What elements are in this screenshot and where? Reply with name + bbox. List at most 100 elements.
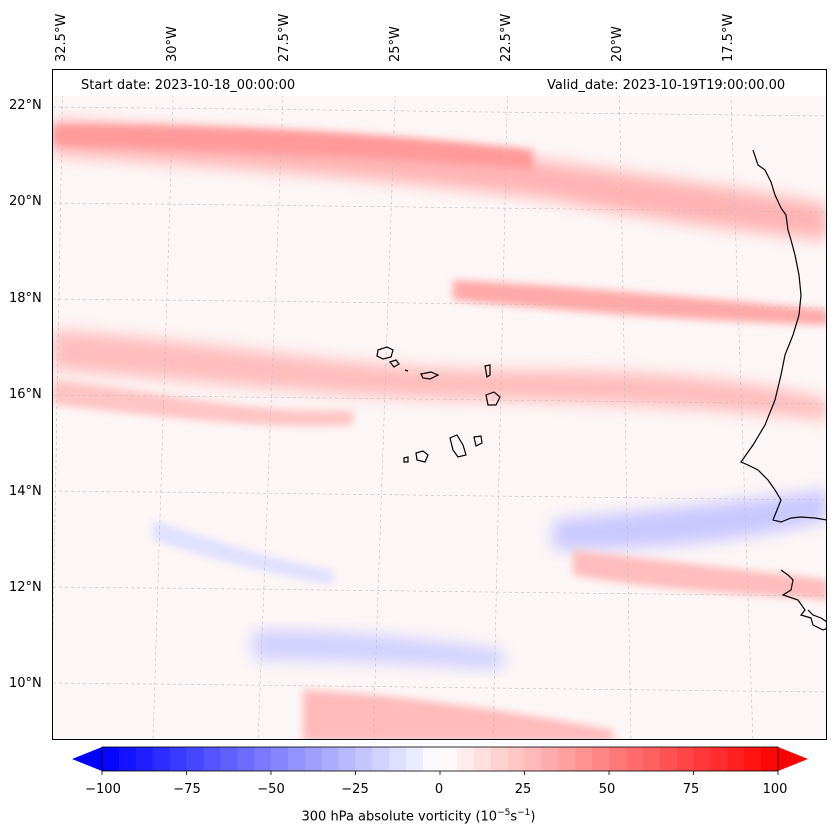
colorbar-segment	[338, 747, 356, 771]
island-santo-antao	[376, 346, 394, 360]
colorbar-max-arrow	[778, 747, 808, 771]
gridline-lat-12	[53, 586, 826, 597]
colorbar-segment	[456, 747, 475, 771]
gridline-lon-20	[618, 70, 632, 739]
colorbar-segment	[220, 747, 238, 771]
colorbar-tick-label: 0	[434, 782, 444, 797]
map-panel	[52, 69, 827, 740]
gridline-lat-22	[53, 106, 826, 117]
colorbar-segment	[676, 747, 694, 771]
colorbar-label-exp: −1	[517, 808, 531, 818]
colorbar-segment	[625, 747, 644, 771]
island-sal	[484, 364, 491, 379]
lon-label: 32.5°W	[54, 13, 69, 62]
start-date-label: Start date: 2023-10-18_00:00:00	[79, 78, 298, 93]
gridline-lat-16	[53, 394, 826, 405]
coastline-islands	[807, 609, 826, 623]
lon-label: 22.5°W	[499, 13, 514, 62]
gridline-lon-25	[372, 70, 397, 739]
positive-vorticity-band	[303, 690, 613, 739]
colorbar-tick-label: 50	[598, 782, 616, 797]
gridline-lon-17.5	[729, 70, 754, 739]
lat-label: 10°N	[9, 676, 42, 691]
colorbar-segment	[102, 747, 120, 771]
colorbar-segment	[507, 747, 525, 771]
coastlines	[740, 149, 826, 631]
colorbar-segment	[135, 747, 154, 771]
colorbar-segment	[744, 747, 762, 771]
positive-vorticity-band	[53, 330, 826, 420]
lon-label: 17.5°W	[721, 13, 736, 62]
lon-label: 20°W	[610, 26, 625, 62]
negative-vorticity-band	[253, 630, 503, 670]
positive-vorticity-core	[53, 125, 533, 170]
negative-vorticity-band	[553, 490, 826, 550]
colorbar-segment	[693, 747, 711, 771]
african-coastline	[740, 149, 826, 523]
lat-label: 20°N	[9, 194, 42, 209]
colorbar-segment	[575, 747, 593, 771]
lat-label: 14°N	[9, 484, 42, 499]
colorbar-segment	[287, 747, 306, 771]
colorbar-segment	[727, 747, 745, 771]
lon-label: 25°W	[388, 26, 403, 62]
valid-date-label: Valid_date: 2023-10-19T19:00:00.00	[545, 78, 788, 93]
gridline-lat-20	[53, 202, 826, 213]
colorbar-segment	[118, 747, 137, 771]
colorbar-tick-label: 25	[514, 782, 532, 797]
colorbar-segment	[592, 747, 610, 771]
lat-label: 16°N	[9, 387, 42, 402]
colorbar-tick-label: −75	[173, 782, 201, 797]
colorbar-segment	[423, 747, 441, 771]
colorbar-segment	[761, 747, 779, 771]
colorbar-tick-label: 75	[682, 782, 700, 797]
lat-label: 12°N	[9, 580, 42, 595]
colorbar-segment	[406, 747, 424, 771]
gridline-lon-27.5	[257, 70, 285, 739]
gridline-lat-10	[53, 682, 826, 693]
colorbar-segment	[237, 747, 255, 771]
colorbar-segment	[710, 747, 728, 771]
colorbar-segment	[152, 747, 171, 771]
colorbar-label-unit: s	[510, 809, 518, 825]
colorbar	[72, 746, 808, 775]
island-santiago	[449, 434, 467, 458]
colorbar-min-arrow	[72, 747, 102, 771]
colorbar-label-text: 300 hPa absolute vorticity (10	[301, 809, 498, 825]
island-fogo	[415, 450, 429, 463]
colorbar-label-exp: −5	[497, 808, 511, 818]
colorbar-segment	[254, 747, 272, 771]
gridline-lat-14	[53, 490, 826, 501]
colorbar-segment	[659, 747, 678, 771]
colorbar-segment	[203, 747, 221, 771]
colorbar-segment	[490, 747, 509, 771]
island-sao-nicolau	[420, 371, 440, 380]
gridline-lon-22.5	[492, 70, 509, 739]
colorbar-segments	[102, 747, 779, 771]
island-sao-vicente	[388, 359, 400, 368]
coastline-guinea-bissau	[780, 569, 826, 631]
colorbar-segment	[389, 747, 407, 771]
cape-verde-islands	[376, 346, 501, 463]
colorbar-segment	[271, 747, 289, 771]
positive-vorticity-band	[53, 380, 353, 426]
colorbar-segment	[609, 747, 627, 771]
island-santa-luzia	[404, 369, 409, 372]
colorbar-segment	[304, 747, 323, 771]
lon-label: 30°W	[165, 26, 180, 62]
colorbar-segment	[524, 747, 542, 771]
vorticity-field	[53, 120, 826, 739]
vorticity-map	[53, 70, 826, 739]
island-maio	[473, 435, 483, 447]
colorbar-segment	[186, 747, 204, 771]
colorbar-tick-label: −25	[341, 782, 369, 797]
colorbar-segment	[440, 747, 458, 771]
gridline-lat-18	[53, 298, 826, 309]
colorbar-segment	[321, 747, 340, 771]
positive-vorticity-band	[573, 550, 826, 600]
graticule	[53, 70, 826, 739]
colorbar-tick-label: −100	[85, 782, 121, 797]
negative-vorticity-band	[153, 520, 333, 585]
colorbar-segment	[541, 747, 559, 771]
colorbar-label-close: )	[530, 809, 536, 825]
